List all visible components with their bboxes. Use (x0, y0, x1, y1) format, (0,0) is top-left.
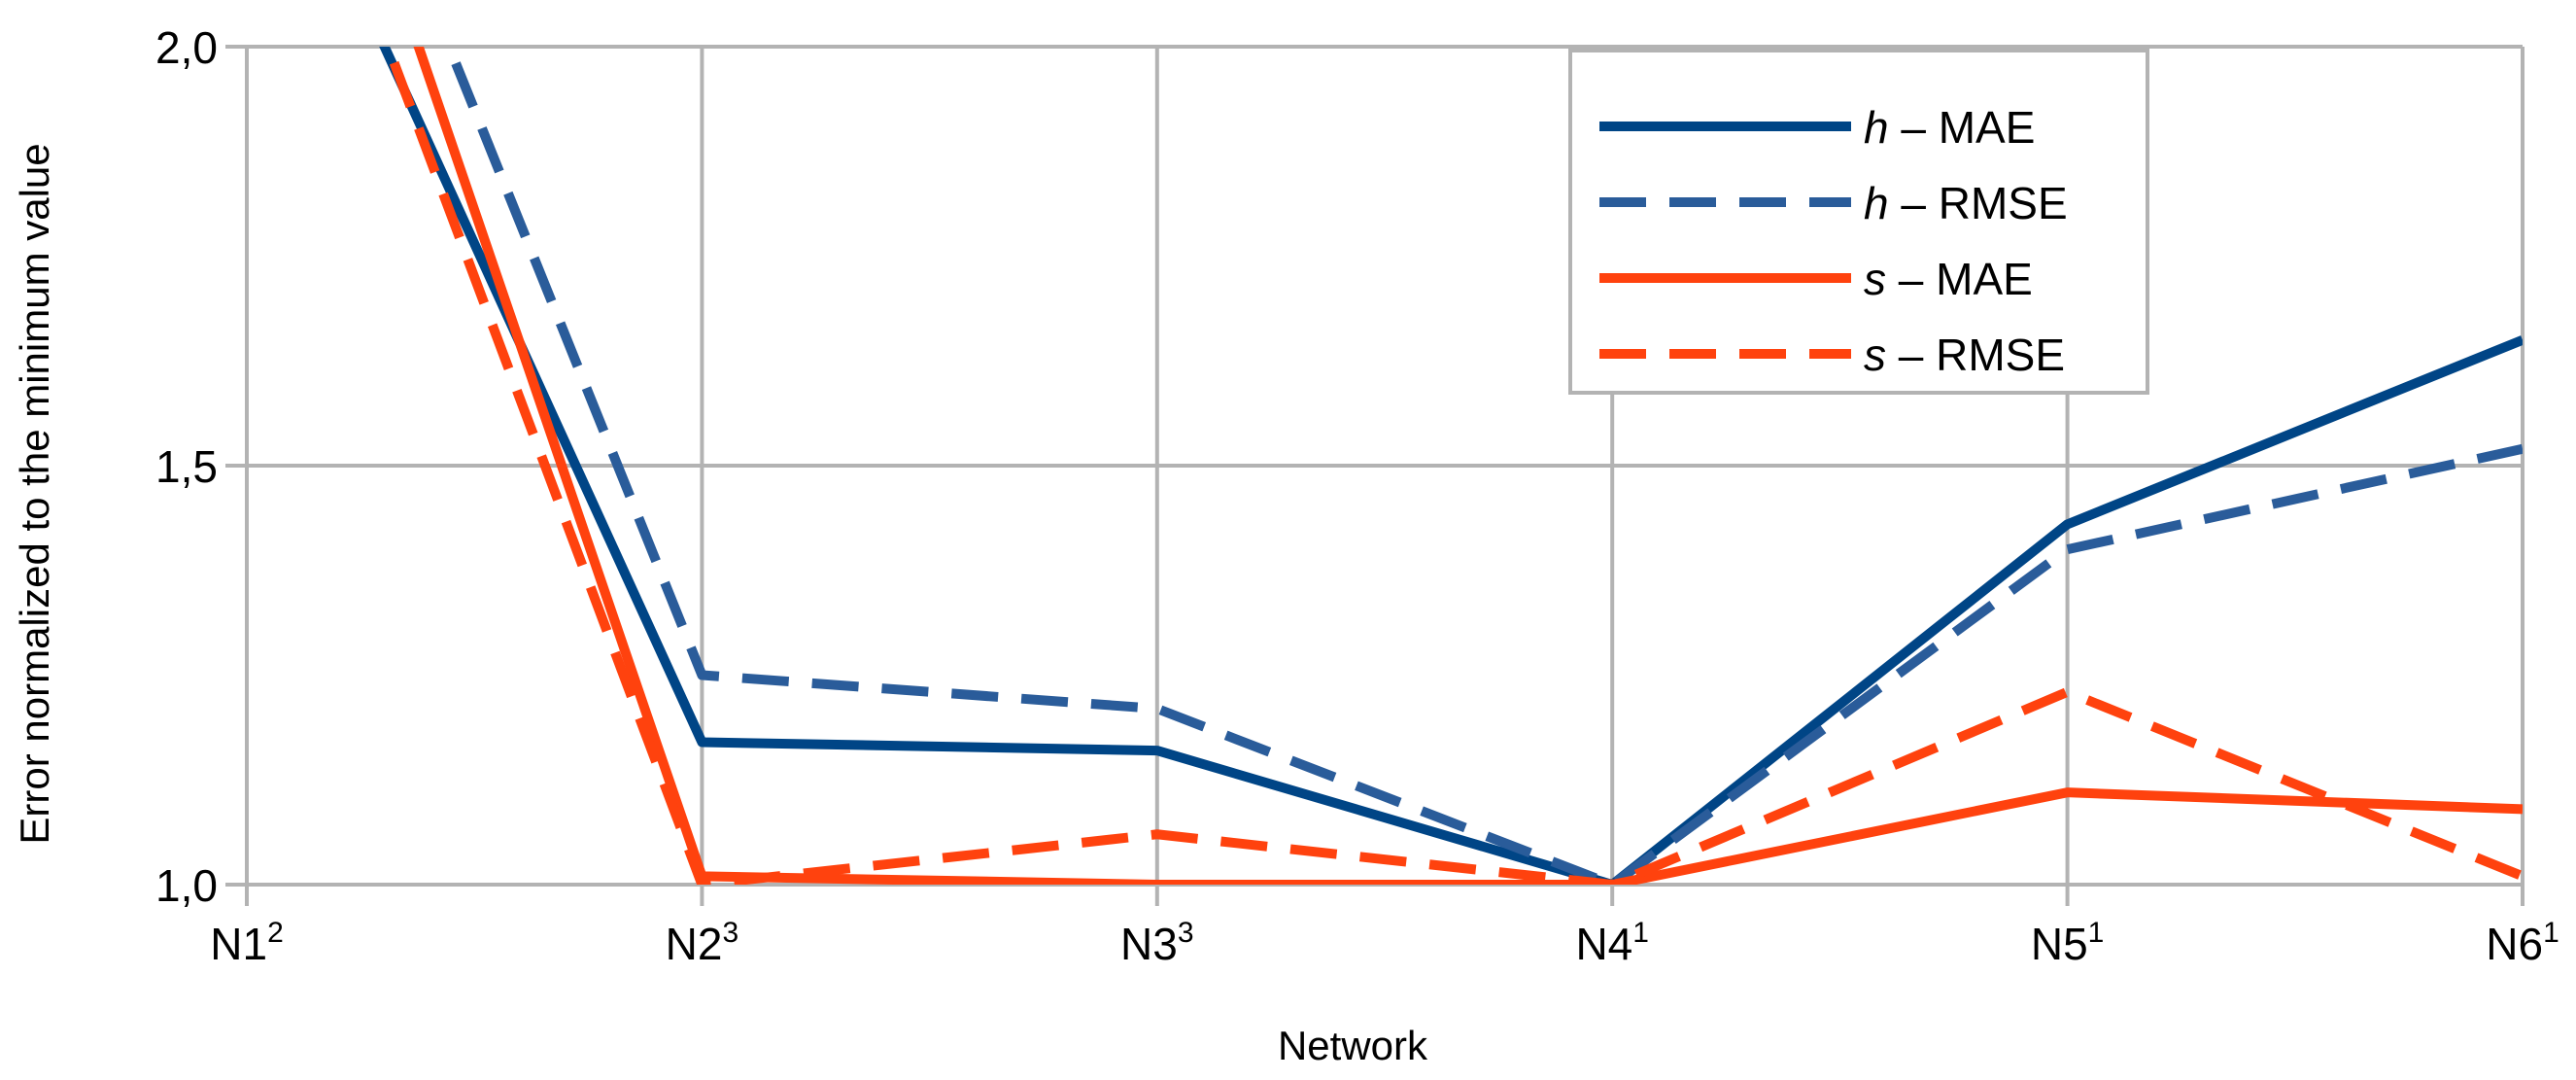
legend-label-3: s – RMSE (1864, 330, 2065, 380)
series-line-0 (379, 47, 2523, 885)
series-line-3 (383, 47, 2523, 885)
legend: h – MAE h – RMSE s – MAE s – RMSE (1568, 49, 2149, 395)
legend-box (1568, 49, 2149, 395)
y-tick-label: 2,0 (155, 22, 218, 73)
grid (247, 45, 2524, 885)
x-tick-label: N51 (2031, 917, 2105, 969)
x-tick-label: N41 (1575, 917, 1649, 969)
tick-labels: 1,0 1,5 2,0 N12 N23 N33 N41 N51 N61 (155, 22, 2559, 969)
series-line-2 (413, 47, 2523, 885)
y-tick-label: 1,5 (155, 441, 218, 492)
x-tick-label: N12 (210, 917, 284, 969)
legend-label-2: s – MAE (1864, 254, 2033, 304)
x-tick-label: N23 (666, 917, 739, 969)
legend-label-1: h – RMSE (1864, 178, 2068, 228)
legend-label-0: h – MAE (1864, 102, 2035, 153)
series-line-1 (443, 47, 2523, 885)
x-axis-label: Network (1278, 1023, 1428, 1068)
x-tick-label: N61 (2486, 917, 2559, 969)
y-tick-label: 1,0 (155, 860, 218, 911)
series-group (379, 47, 2523, 885)
y-axis-label: Error normalized to the minimum value (12, 143, 57, 844)
x-tick-label: N33 (1120, 917, 1194, 969)
